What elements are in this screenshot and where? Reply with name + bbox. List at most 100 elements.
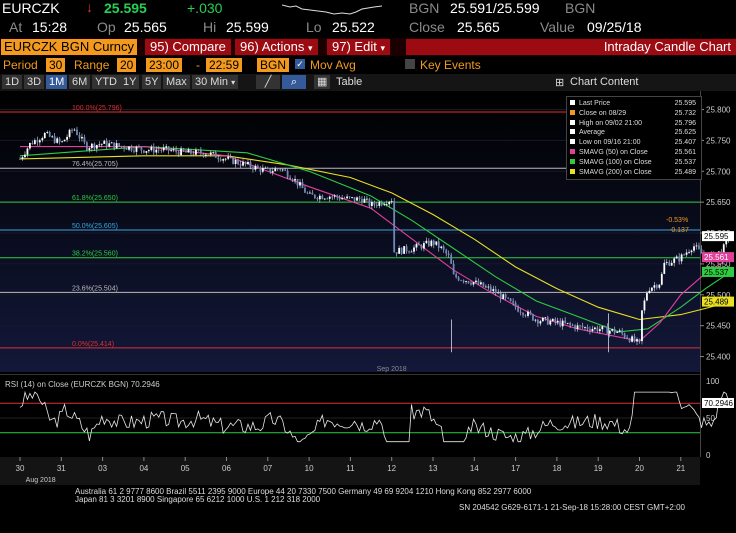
expand-icon[interactable]: ⊞ (555, 77, 565, 89)
chart-controls: Period 30 Range 20 23:00 - 22:59 BGN ✓ M… (0, 57, 736, 73)
legend-swatch (570, 149, 575, 154)
candle-body (430, 240, 433, 246)
candle-body (472, 282, 475, 285)
x-tick-label: 18 (552, 464, 561, 473)
legend-item[interactable]: High on 09/02 21:00 25.796 (570, 119, 698, 128)
chart-content-button[interactable]: Chart Content (570, 76, 639, 88)
footer-session-line: SN 204542 G629-6171-1 21-Sep-18 15:28:00… (459, 503, 685, 512)
compare-button[interactable]: 95) Compare (145, 39, 231, 55)
candle-body (110, 142, 113, 144)
security-field[interactable]: EURCZK BGN Curncy (1, 39, 138, 55)
candle-body (281, 169, 284, 171)
candle-body (212, 152, 215, 153)
candle-body (284, 169, 287, 171)
start-time-field[interactable]: 23:00 (146, 58, 183, 72)
ohlc-bar: At 15:28 Op 25.565 Hi 25.599 Lo 25.522 C… (0, 17, 736, 37)
actions-button[interactable]: 96) Actions ▾ (235, 39, 318, 55)
range-6m-button[interactable]: 6M (69, 75, 91, 89)
legend-item[interactable]: SMAVG (50) on Close 25.561 (570, 148, 698, 157)
legend-item[interactable]: Last Price 25.595 (570, 99, 698, 108)
candle-body (195, 149, 197, 155)
legend-item[interactable]: SMAVG (200) on Close 25.489 (570, 168, 698, 177)
table-button[interactable]: Table (336, 76, 363, 88)
footer-phones-line2: Japan 81 3 3201 8900 Singapore 65 6212 1… (75, 495, 321, 504)
function-toolbar: EURCZK BGN Curncy 95) Compare 96) Action… (0, 38, 736, 56)
range-field[interactable]: 20 (117, 58, 137, 72)
legend-item[interactable]: Low on 09/16 21:00 25.407 (570, 138, 698, 147)
candle-body (311, 192, 314, 195)
candle-body (507, 297, 510, 299)
period-field[interactable]: 30 (46, 58, 66, 72)
chart-area[interactable]: 100.0%(25.796) 76.4%(25.705) 61.8%(25.650)… (0, 91, 736, 530)
candle-body (351, 197, 353, 198)
candle-body (36, 140, 39, 143)
range-max-button[interactable]: Max (163, 75, 190, 89)
rsi-panel-background (0, 377, 700, 457)
bgn-label-2: BGN (565, 0, 596, 16)
end-time-field[interactable]: 22:59 (206, 58, 243, 72)
candle-body (564, 320, 567, 324)
candle-body (465, 281, 467, 282)
source-field[interactable]: BGN (257, 58, 290, 72)
candle-body (680, 254, 683, 262)
candle-body (423, 243, 425, 249)
candle-body (100, 143, 103, 145)
zoom-tool-icon[interactable]: ⌕ (282, 75, 306, 89)
legend-item[interactable]: Average 25.625 (570, 128, 698, 137)
candle-body (524, 315, 527, 317)
legend-value: 25.595 (674, 100, 696, 107)
candle-body (623, 333, 626, 338)
candle-body (497, 292, 500, 294)
legend-swatch (570, 119, 575, 125)
candle-body (86, 142, 88, 150)
table-icon[interactable]: ▦ (314, 75, 331, 89)
interval-dropdown[interactable]: 30 Min ▾ (192, 75, 239, 89)
key-events-checkbox[interactable] (405, 59, 415, 69)
rsi-title: RSI (14) on Close (EURCZK BGN) 70.2946 (5, 380, 160, 389)
candle-body (519, 311, 522, 313)
legend-item[interactable]: Close on 08/29 25.732 (570, 109, 698, 118)
candle-body (541, 317, 544, 322)
candle-body (356, 197, 358, 201)
range-1y-button[interactable]: 1Y (120, 75, 140, 89)
candle-body (616, 331, 619, 333)
chart-legend[interactable]: Last Price 25.595 Close on 08/29 25.732 High… (566, 96, 702, 180)
range-5y-button[interactable]: 5Y (142, 75, 162, 89)
line-tool-icon[interactable]: ╱ (256, 75, 280, 89)
candle-body (432, 240, 435, 245)
candle-body (532, 314, 534, 321)
rsi-tick-label: 0 (706, 451, 711, 460)
candle-body (185, 151, 187, 153)
x-tick-label: 19 (594, 464, 603, 473)
candle-body (370, 201, 373, 207)
y-tick-label: 25.650 (706, 198, 731, 207)
candle-body (143, 150, 145, 153)
candle-body (150, 146, 153, 151)
range-1d-button[interactable]: 1D (2, 75, 23, 89)
candle-body (301, 182, 304, 189)
candle-body (26, 148, 29, 155)
edit-button[interactable]: 97) Edit ▾ (327, 39, 390, 55)
candle-body (636, 339, 638, 342)
candle-body (252, 167, 254, 170)
candle-body (487, 286, 490, 288)
candle-body (725, 239, 728, 245)
candle-body (546, 317, 549, 325)
mov-avg-checkbox[interactable]: ✓ (295, 59, 305, 69)
range-ytd-button[interactable]: YTD (92, 75, 120, 89)
legend-item[interactable]: SMAVG (100) on Close 25.537 (570, 158, 698, 167)
candle-body (455, 274, 458, 278)
candle-body (63, 139, 66, 142)
candle-body (108, 143, 111, 147)
candle-body (333, 195, 336, 197)
compare-label: Compare (172, 39, 226, 54)
pct-change-annotation: -0.53% (666, 217, 688, 224)
candle-body (170, 150, 173, 152)
candle-body (484, 286, 487, 288)
candle-body (698, 245, 700, 249)
candle-body (413, 247, 415, 252)
range-3d-button[interactable]: 3D (24, 75, 45, 89)
candle-body (675, 256, 678, 259)
range-1m-button[interactable]: 1M (46, 75, 68, 89)
candle-body (569, 322, 572, 325)
